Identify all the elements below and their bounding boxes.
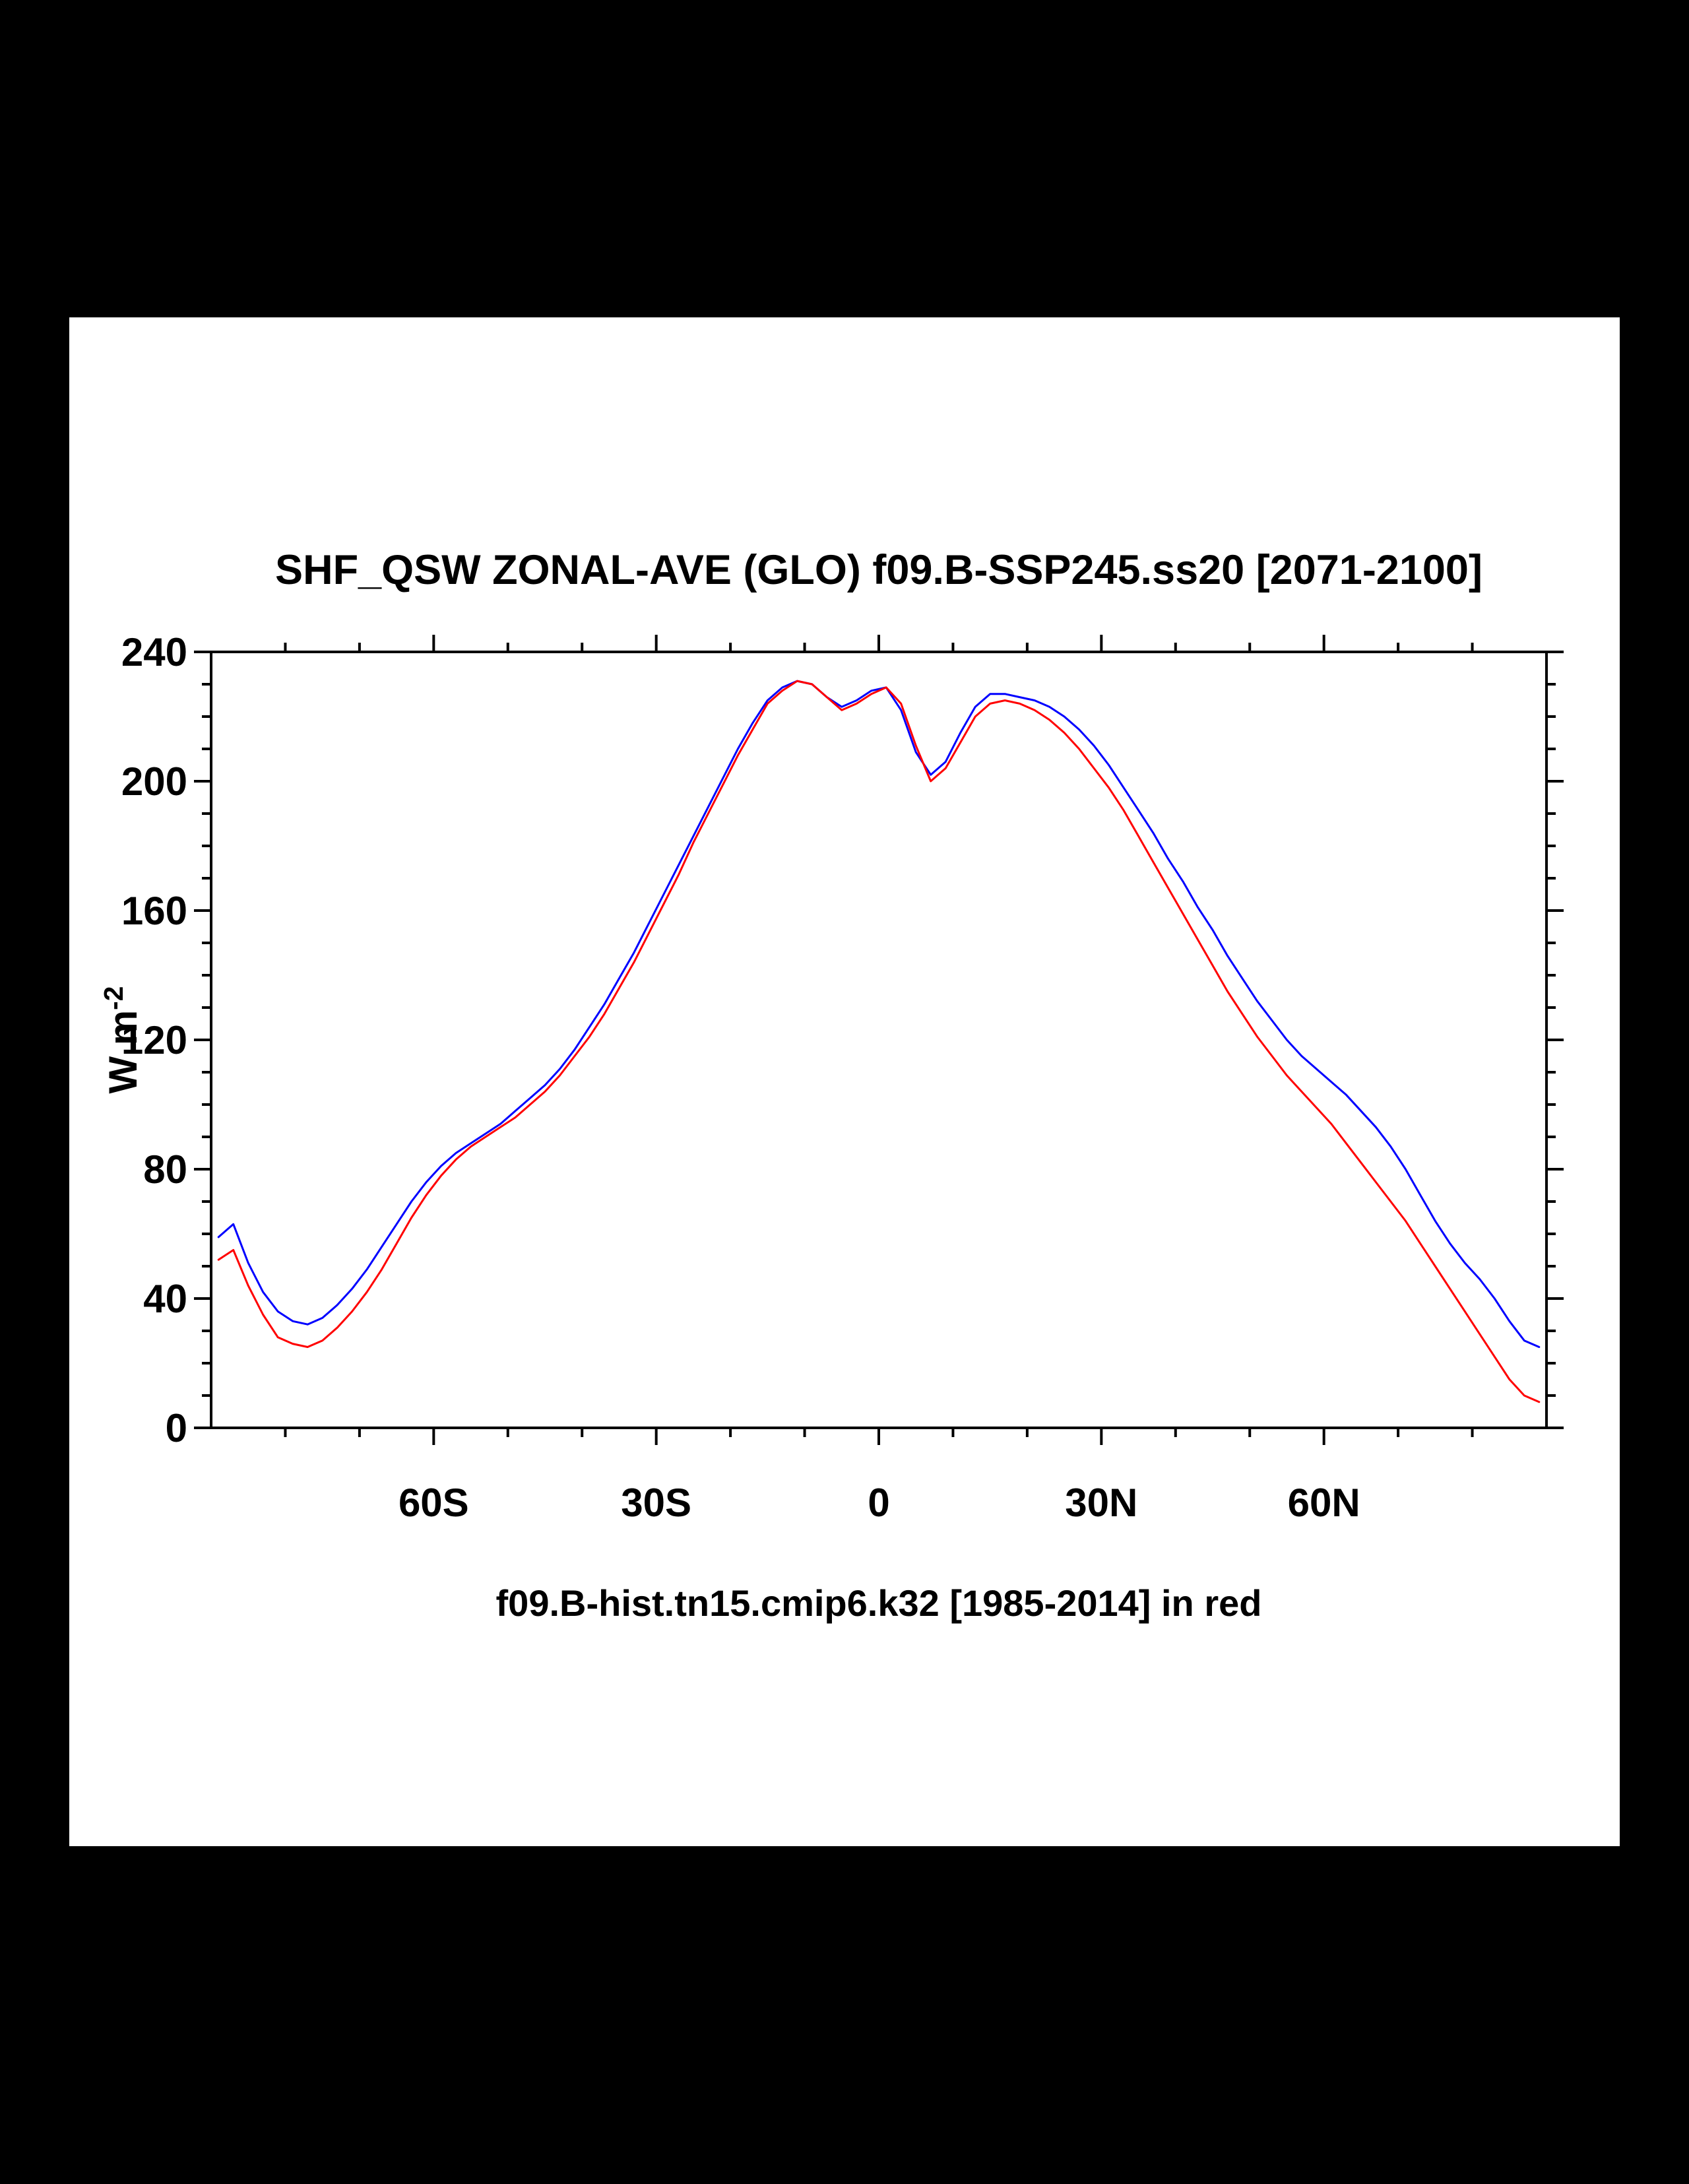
chart-caption: f09.B-hist.tn15.cmip6.k32 [1985-2014] in…	[495, 1582, 1262, 1624]
series-line-ssp245	[217, 680, 1541, 1348]
chart-title: SHF_QSW ZONAL-AVE (GLO) f09.B-SSP245.ss2…	[275, 547, 1482, 593]
x-tick-label: 30S	[621, 1481, 691, 1525]
x-tick-label: 60N	[1288, 1481, 1360, 1525]
y-tick-label: 240	[121, 630, 187, 674]
plot-panel: SHF_QSW ZONAL-AVE (GLO) f09.B-SSP245.ss2…	[69, 317, 1620, 1846]
series-line-hist	[217, 680, 1541, 1403]
y-tick-label: 160	[121, 889, 187, 933]
chart-canvas: 60S 30S 0 30N 60N 0 40 80 120 160 200 240	[121, 630, 1564, 1525]
x-tick-label: 60S	[398, 1481, 469, 1525]
y-tick-label: 200	[121, 759, 187, 804]
x-tick-label: 0	[868, 1481, 889, 1525]
x-tick-label: 30N	[1065, 1481, 1137, 1525]
y-tick-label: 80	[143, 1147, 187, 1192]
y-tick-label: 120	[121, 1018, 187, 1062]
y-tick-label: 40	[143, 1277, 187, 1321]
y-tick-label: 0	[166, 1406, 187, 1450]
plot-frame	[210, 651, 1548, 1429]
